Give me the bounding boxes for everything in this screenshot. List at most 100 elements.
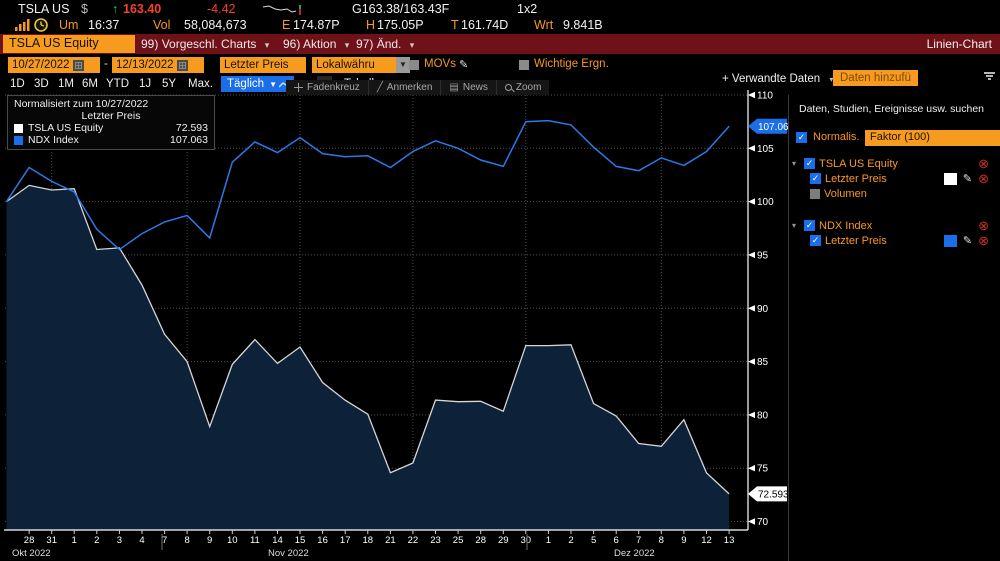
menu-label: Vorgeschl. Charts [161,37,257,51]
open-label: E [282,18,291,32]
um-label: Um [59,18,79,32]
date-from-field[interactable]: 10/27/2022 [8,57,100,73]
tree-item-ndx-letzter-preis[interactable]: ✓ Letzter Preis ✎ ⊗ [789,233,1000,248]
tree-group-tsla[interactable]: ▾ ✓ TSLA US Equity ⊗ [789,156,1000,171]
range-ytd[interactable]: YTD [106,78,129,90]
normalize-checkbox[interactable]: ✓ [796,132,807,143]
remove-icon[interactable]: ⊗ [978,156,989,171]
group-label: TSLA US Equity [819,157,898,170]
ndx-line [5,119,730,251]
item-checkbox[interactable]: ✓ [810,235,821,246]
x-tick-label: 3 [117,535,122,546]
range-max[interactable]: Max. [188,78,213,90]
tool-label: Zoom [515,82,542,93]
search-input[interactable]: Daten, Studien, Ereignisse usw. suchen [799,103,985,115]
price-type-field[interactable]: Letzter Preis [220,57,306,73]
x-tick-label: 1 [72,535,77,546]
chart-toolbar: Fadenkreuz ╱ Anmerken ▤ News Zoom [286,80,550,95]
x-tick-label: 2 [94,535,99,546]
item-checkbox[interactable]: ✓ [810,173,821,184]
movs-checkbox[interactable] [409,60,419,70]
range-5y[interactable]: 5Y [162,78,177,90]
legend-value: 72.593 [175,122,208,134]
factor-input[interactable]: Faktor (100) [865,130,1000,146]
x-tick-label: 4 [139,535,144,546]
last-value-text: 107.063 [758,122,788,133]
range-3d[interactable]: 3D [34,78,49,90]
currency-dropdown-button[interactable]: ▼ [396,57,410,73]
high-label: H [366,18,376,32]
legend-item-tsla: TSLA US Equity 72.593 [14,122,208,134]
annotate-tool[interactable]: ╱ Anmerken [369,80,442,95]
tool-label: News [462,82,488,93]
menu-aktion[interactable]: 96) Aktion ▾ [283,34,349,54]
add-data-button[interactable]: Daten hinzufü [833,70,918,86]
calendar-icon[interactable] [176,59,188,71]
currency-select[interactable]: Lokalwähru [312,57,396,73]
tick-up-arrow-icon: ↑ [112,2,119,16]
menu-aend[interactable]: 97) Änd. ▾ [356,34,414,54]
security-field[interactable]: TSLA US Equity [3,35,135,53]
quote-line-2: Um 16:37 Vol 58,084,673 E 174.87P H 175.… [0,17,1000,33]
last-value-text: 72.593 [758,489,788,500]
collapse-caret-icon[interactable]: ▾ [792,221,797,230]
tool-label: Anmerken [386,82,433,93]
tree-item-volumen[interactable]: Volumen [789,186,1000,201]
menu-vorgeschl-charts[interactable]: 99) Vorgeschl. Charts ▾ [141,34,269,54]
tsla-checkbox[interactable]: ✓ [804,158,815,169]
y-tick-label: 110 [757,91,773,102]
legend-item-ndx: NDX Index 107.063 [14,134,208,146]
ndx-checkbox[interactable]: ✓ [804,220,815,231]
month-label: Okt 2022 [12,548,51,559]
pencil-icon[interactable]: ✎ [962,173,973,185]
pencil-icon[interactable]: ✎ [459,59,469,71]
x-tick-label: 8 [184,535,189,546]
range-1j[interactable]: 1J [139,78,152,90]
chart-legend: Normalisiert zum 10/27/2022 Letzter Prei… [7,95,215,150]
news-tool[interactable]: ▤ News [441,80,497,95]
date-range-separator: - [104,58,108,70]
tsla-line [6,184,730,495]
remove-icon[interactable]: ⊗ [978,233,989,248]
legend-value: 107.063 [170,134,208,146]
events-checkbox[interactable] [519,60,529,70]
price-change: -4.42 [207,2,236,16]
crosshair-tool[interactable]: Fadenkreuz [286,80,369,95]
related-data-button[interactable]: + Verwandte Daten ▾ [722,71,833,88]
low-label: T [451,18,459,32]
color-swatch[interactable] [943,234,957,247]
lot-size: 1x2 [517,2,538,16]
range-1m[interactable]: 1M [58,78,74,90]
x-tick-label: 18 [363,535,374,546]
month-label: Dez 2022 [614,548,655,559]
calendar-icon[interactable] [72,59,84,71]
remove-icon[interactable]: ⊗ [978,171,989,186]
last-value-tag [748,486,787,502]
y-tick-label: 80 [757,410,769,421]
pencil-icon[interactable]: ✎ [962,235,973,247]
x-tick-label: 2 [568,535,573,546]
panel-collapse-icon[interactable] [984,72,995,80]
y-tick-arrow [748,145,755,152]
menu-number: 97) [356,37,374,51]
collapse-caret-icon[interactable]: ▾ [792,159,797,168]
x-tick-label: 13 [724,535,735,546]
volumen-checkbox[interactable] [810,188,820,199]
vol-label: Vol [153,18,171,32]
range-6m[interactable]: 6M [82,78,98,90]
period-select[interactable]: Täglich ▼ [221,76,283,92]
date-to-value: 12/13/2022 [116,59,174,71]
color-swatch[interactable] [943,172,957,185]
range-1d[interactable]: 1D [10,78,25,90]
remove-icon[interactable]: ⊗ [978,218,989,233]
tree-group-ndx[interactable]: ▾ ✓ NDX Index ⊗ [789,218,1000,233]
legend-subtitle: Letzter Preis [81,110,141,122]
group-label: NDX Index [819,219,873,232]
um-value: 16:37 [88,18,120,32]
date-to-field[interactable]: 12/13/2022 [112,57,204,73]
crosshair-icon [294,83,303,92]
month-label: Nov 2022 [268,548,309,559]
zoom-tool[interactable]: Zoom [497,80,550,95]
tree-item-tsla-letzter-preis[interactable]: ✓ Letzter Preis ✎ ⊗ [789,171,1000,186]
